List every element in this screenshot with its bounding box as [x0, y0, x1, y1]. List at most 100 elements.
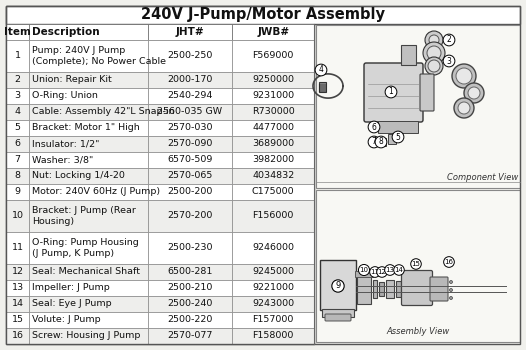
Text: 16: 16 [444, 259, 453, 265]
FancyBboxPatch shape [364, 63, 423, 122]
Bar [320, 260, 356, 310]
Text: Cable: Assembly 42"L Snap-in: Cable: Assembly 42"L Snap-in [32, 107, 175, 117]
Text: 4477000: 4477000 [252, 124, 294, 133]
Text: 2570-200: 2570-200 [167, 211, 213, 220]
Text: 9246000: 9246000 [252, 244, 294, 252]
FancyBboxPatch shape [401, 271, 432, 306]
Text: 3: 3 [15, 91, 21, 100]
Text: 2500-230: 2500-230 [167, 244, 213, 252]
Bar [386, 280, 394, 298]
Text: Impeller: J Pump: Impeller: J Pump [32, 284, 110, 293]
Text: 9245000: 9245000 [252, 267, 294, 276]
Text: JHT#: JHT# [176, 27, 204, 37]
Bar [148, 168, 232, 184]
Text: 2540-294: 2540-294 [167, 91, 213, 100]
Text: 3: 3 [447, 56, 451, 65]
Text: 9: 9 [15, 188, 21, 196]
Bar [396, 281, 401, 297]
Bar [148, 264, 232, 280]
Bar [6, 6, 520, 24]
Bar [148, 88, 232, 104]
Text: 4: 4 [15, 107, 21, 117]
FancyBboxPatch shape [420, 74, 434, 111]
Bar [357, 274, 371, 304]
Bar [29, 280, 148, 296]
Bar [232, 72, 314, 88]
Circle shape [429, 35, 439, 45]
Bar [6, 312, 29, 328]
Text: 6570-509: 6570-509 [167, 155, 213, 164]
Bar [232, 232, 314, 264]
Bar [148, 232, 232, 264]
Text: Insulator: 1/2": Insulator: 1/2" [32, 140, 99, 148]
Bar [232, 104, 314, 120]
Bar [29, 104, 148, 120]
Circle shape [428, 60, 440, 72]
Text: Motor: 240V 60Hz (J Pump): Motor: 240V 60Hz (J Pump) [32, 188, 160, 196]
Bar [6, 72, 29, 88]
Text: 3689000: 3689000 [252, 140, 294, 148]
Circle shape [454, 98, 474, 118]
Bar [148, 136, 232, 152]
Text: 2570-077: 2570-077 [167, 331, 213, 341]
Text: Union: Repair Kit: Union: Repair Kit [32, 76, 112, 84]
Text: Nut: Locking 1/4-20: Nut: Locking 1/4-20 [32, 172, 125, 181]
Bar [6, 24, 29, 40]
Bar [388, 134, 396, 144]
Bar [379, 282, 384, 296]
Text: 2: 2 [447, 35, 451, 44]
Bar [29, 24, 148, 40]
Text: 1: 1 [389, 88, 393, 97]
Text: 10: 10 [359, 267, 369, 273]
Text: F158000: F158000 [252, 331, 294, 341]
Bar [232, 264, 314, 280]
Bar [29, 152, 148, 168]
Circle shape [458, 102, 470, 114]
Bar [232, 328, 314, 344]
Text: JWB#: JWB# [257, 27, 289, 37]
Text: 11: 11 [370, 269, 379, 275]
Text: 11: 11 [12, 244, 24, 252]
Text: Component View: Component View [447, 173, 518, 182]
Bar [6, 40, 29, 72]
Text: 15: 15 [411, 261, 420, 267]
Bar [232, 168, 314, 184]
Text: 7: 7 [15, 155, 21, 164]
Bar [373, 280, 377, 298]
Bar [6, 328, 29, 344]
Bar [378, 121, 418, 133]
Text: 2500-240: 2500-240 [167, 300, 213, 308]
Text: 2000-170: 2000-170 [167, 76, 213, 84]
Bar [29, 328, 148, 344]
Text: 2570-030: 2570-030 [167, 124, 213, 133]
Text: 4034832: 4034832 [252, 172, 295, 181]
Bar [232, 40, 314, 72]
Bar [148, 312, 232, 328]
Text: 9: 9 [336, 281, 341, 290]
Text: F569000: F569000 [252, 51, 294, 61]
Text: 2500-210: 2500-210 [167, 284, 213, 293]
Circle shape [450, 296, 452, 300]
Text: 9231000: 9231000 [252, 91, 294, 100]
Text: 6: 6 [15, 140, 21, 148]
Circle shape [423, 42, 445, 64]
Bar [6, 264, 29, 280]
Circle shape [450, 288, 452, 292]
Text: 2570-090: 2570-090 [167, 140, 213, 148]
Circle shape [468, 87, 480, 99]
Text: Seal: Mechanical Shaft: Seal: Mechanical Shaft [32, 267, 140, 276]
Text: 13: 13 [386, 267, 394, 273]
Bar [148, 104, 232, 120]
Text: 4: 4 [319, 65, 323, 75]
Text: Volute: J Pump: Volute: J Pump [32, 315, 100, 324]
Text: Bracket: J Pump (Rear
Housing): Bracket: J Pump (Rear Housing) [32, 206, 136, 226]
Text: Washer: 3/8": Washer: 3/8" [32, 155, 93, 164]
Bar [148, 280, 232, 296]
Bar [148, 152, 232, 168]
Text: F156000: F156000 [252, 211, 294, 220]
Bar [6, 152, 29, 168]
Bar [322, 309, 354, 317]
Bar [232, 184, 314, 200]
Text: Assembly View: Assembly View [387, 327, 450, 336]
Text: 13: 13 [12, 284, 24, 293]
